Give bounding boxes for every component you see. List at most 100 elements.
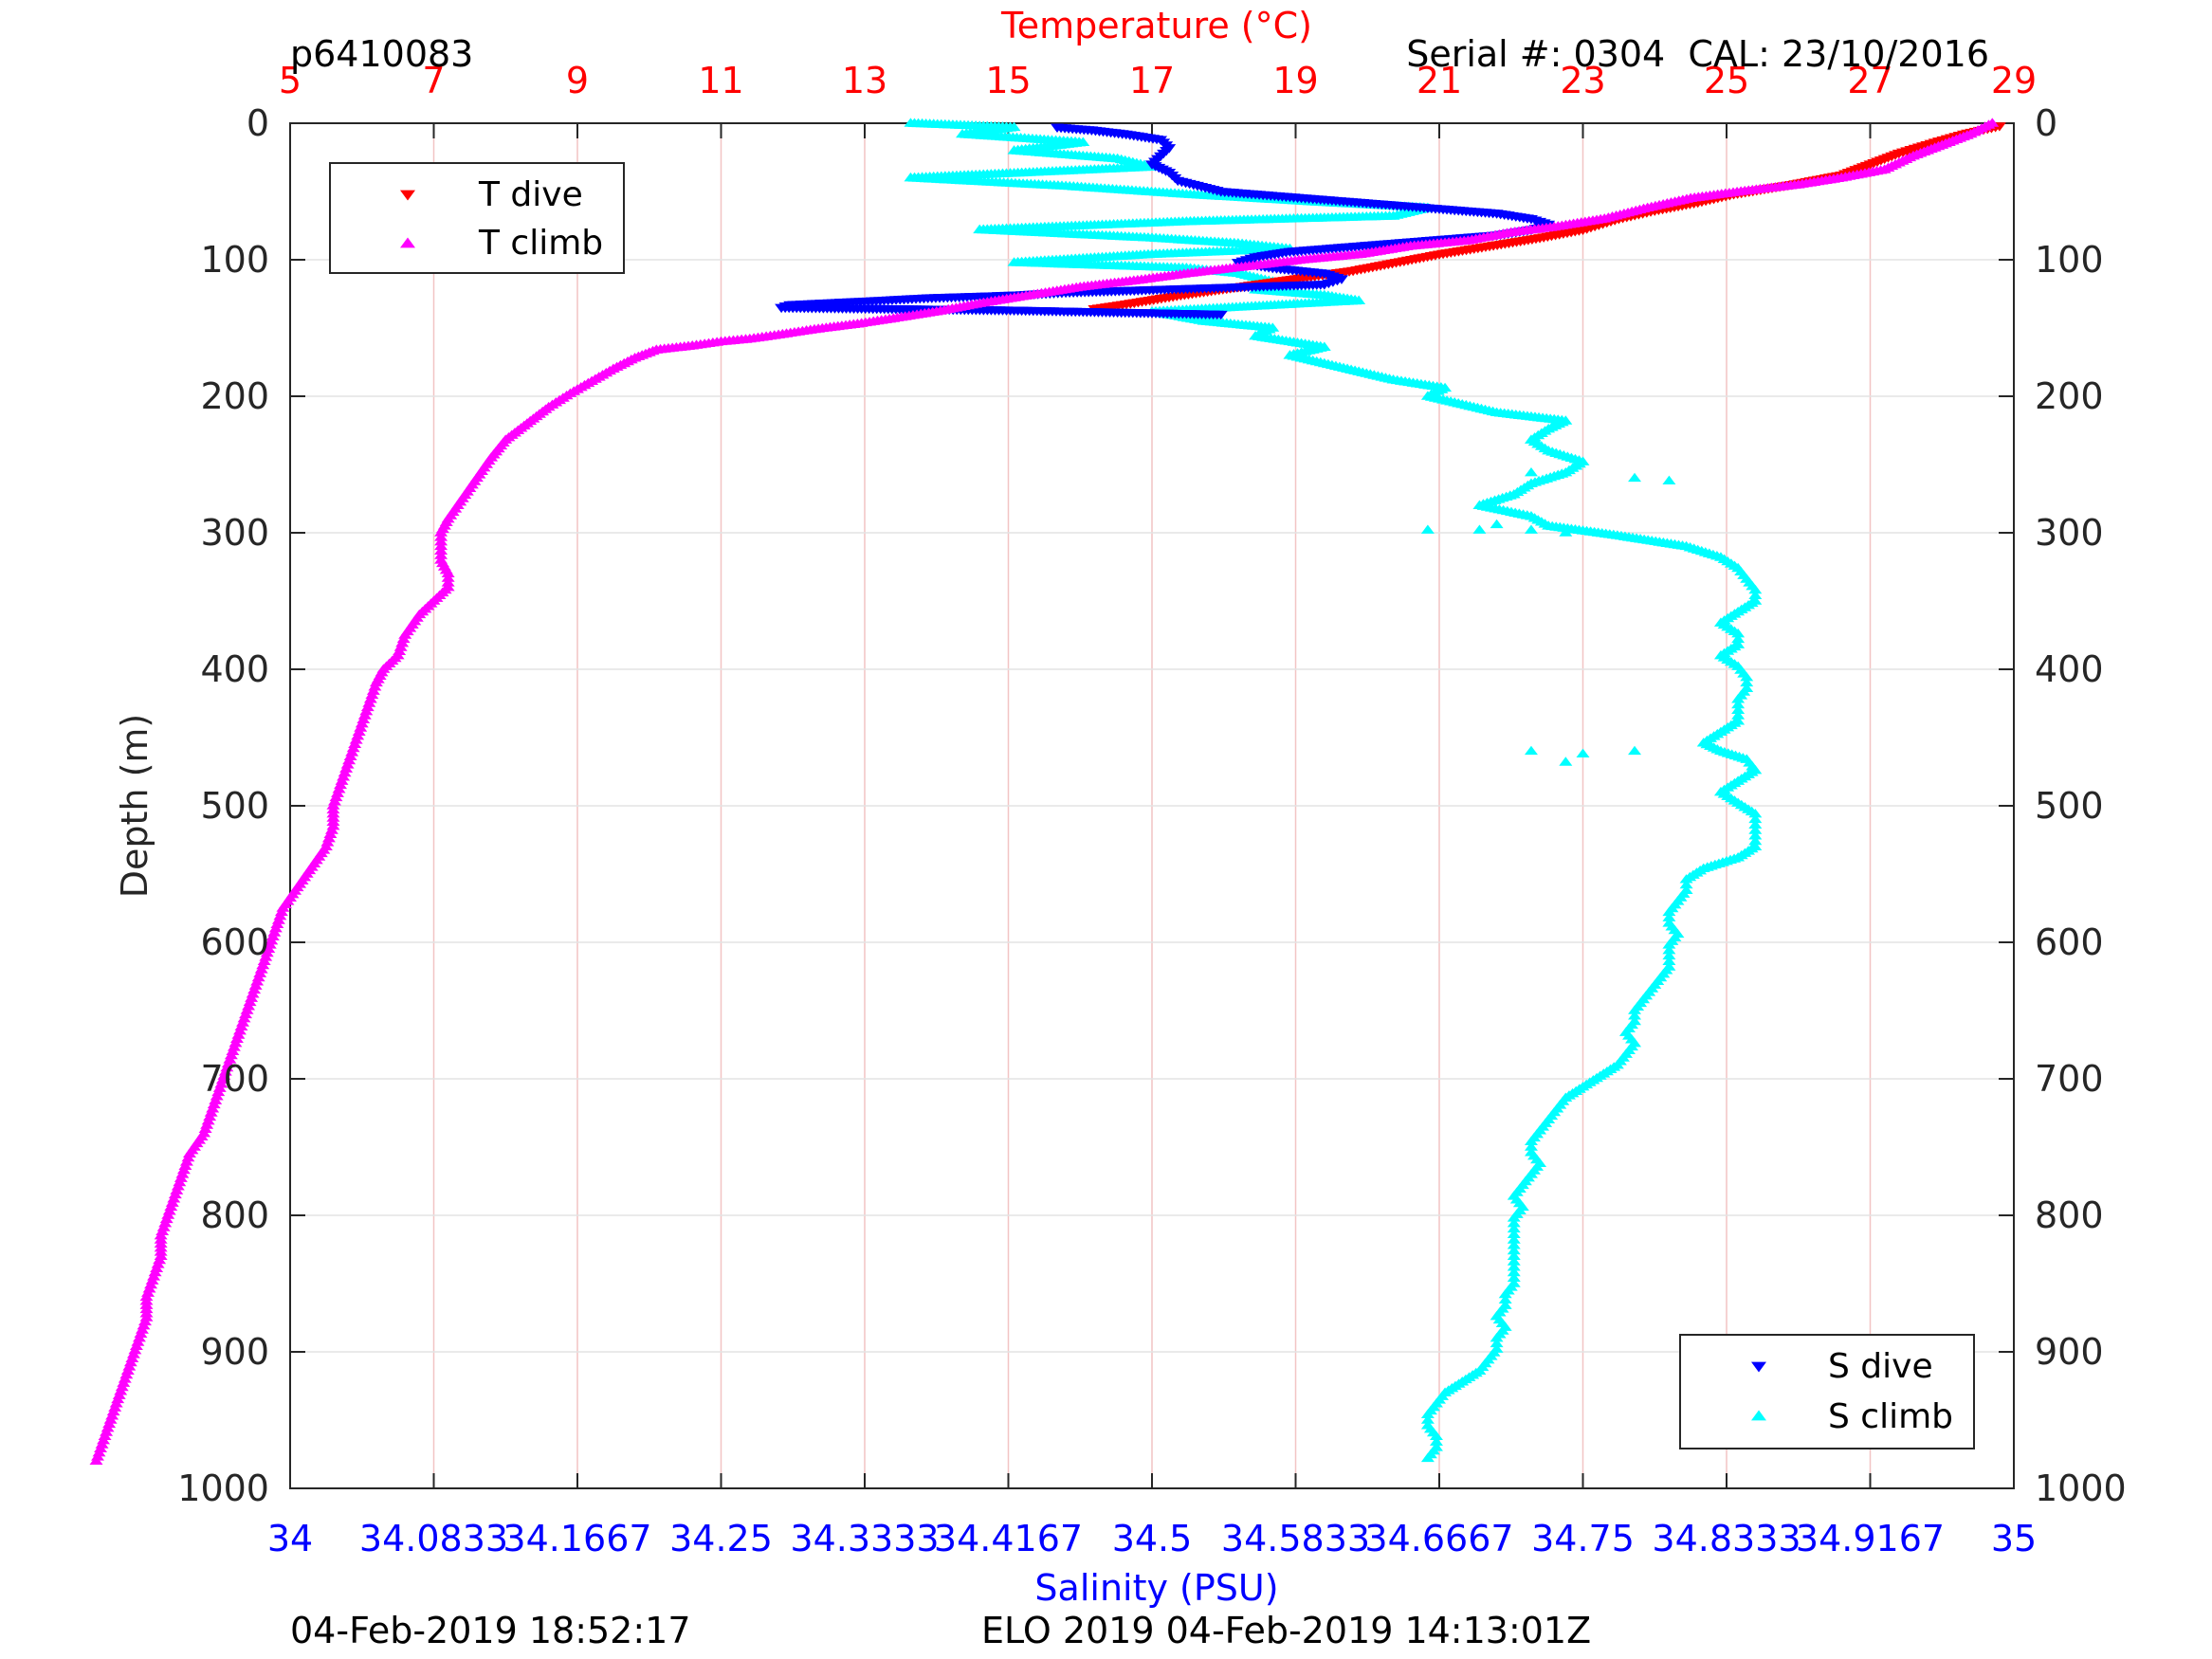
temperature-tick-label: 19 (1272, 60, 1318, 101)
t-climb-point (434, 540, 448, 551)
salinity-tick-label: 35 (1991, 1518, 2037, 1559)
s-climb-point (1748, 584, 1763, 594)
s-climb-point (1748, 835, 1763, 846)
legend-t-dive-label: T dive (478, 175, 583, 214)
s-climb-point (1679, 874, 1693, 884)
temperature-tick-label: 11 (698, 60, 743, 101)
s-climb-point (1507, 1240, 1521, 1249)
s-climb-point (1662, 912, 1676, 921)
s-climb-point (1420, 524, 1435, 534)
s-climb-point (1662, 944, 1676, 955)
s-climb-point (1662, 475, 1676, 485)
s-climb-point (1507, 1212, 1521, 1222)
s-climb-point (1748, 808, 1763, 818)
s-climb-point (1748, 813, 1763, 824)
y-tick-label-right: 400 (2035, 648, 2104, 690)
t-climb-point (434, 550, 448, 559)
s-climb-point (1731, 694, 1746, 703)
salinity-tick-label: 34.1667 (503, 1518, 651, 1559)
s-climb-point (1507, 1234, 1521, 1244)
s-climb-point (1679, 879, 1693, 889)
s-climb-point (1420, 1452, 1435, 1463)
y-tick-label: 500 (200, 785, 269, 827)
y-tick-label-right: 300 (2035, 512, 2104, 554)
y-tick-label: 700 (200, 1058, 269, 1100)
s-climb-point (1507, 1229, 1521, 1238)
salinity-tick-label: 34.6667 (1364, 1518, 1513, 1559)
s-climb-point (1628, 1011, 1642, 1020)
salinity-tick-label: 34.75 (1531, 1518, 1635, 1559)
salinity-tick-label: 34 (267, 1518, 313, 1559)
footer-timestamp: 04-Feb-2019 18:52:17 (290, 1610, 691, 1651)
profile-id: p6410083 (290, 33, 473, 75)
temperature-tick-label: 23 (1560, 60, 1605, 101)
s-climb-point (1731, 633, 1746, 644)
s-climb-point (1748, 590, 1763, 600)
y-tick-label: 100 (200, 239, 269, 281)
y-tick-labels-right: 0 100 200 300 400 500 600 700 800 900 1000 (2035, 102, 2127, 1509)
temperature-tick-label: 17 (1129, 60, 1175, 101)
s-climb-point (1524, 1141, 1538, 1151)
y-tick-label-right: 500 (2035, 785, 2104, 827)
y-tick-label-right: 100 (2035, 239, 2104, 281)
y-tick-label: 800 (200, 1194, 269, 1236)
temperature-tick-labels: 5 7 9 11 13 15 17 19 21 23 25 27 29 (279, 60, 2037, 101)
y-tick-label: 400 (200, 648, 269, 690)
salinity-tick-label: 34.4167 (934, 1518, 1083, 1559)
s-climb-point (1507, 1250, 1521, 1260)
s-climb-point (1628, 1005, 1642, 1014)
s-climb-point (1507, 1267, 1521, 1277)
s-climb-point (1628, 472, 1642, 483)
s-climb-point (1429, 1431, 1443, 1441)
salinity-tick-label: 34.9167 (1796, 1518, 1945, 1559)
s-climb-point (1740, 677, 1754, 687)
legend-s-climb-marker (1751, 1410, 1766, 1421)
s-climb-point (1731, 710, 1746, 720)
y-tick-label: 300 (200, 512, 269, 554)
s-climb-point (1507, 1245, 1521, 1255)
y-tick-label: 200 (200, 375, 269, 417)
salinity-tick-label: 34.0833 (359, 1518, 508, 1559)
s-climb-point (1524, 745, 1538, 756)
s-climb-point (1559, 757, 1573, 766)
y-tick-label-right: 1000 (2035, 1468, 2127, 1509)
temperature-tick-label: 29 (1991, 60, 2037, 101)
data-series (89, 118, 2006, 1465)
temperature-tick-label: 25 (1704, 60, 1749, 101)
s-climb-point (1576, 748, 1590, 758)
s-climb-point (1662, 939, 1676, 949)
salinity-tick-label: 34.5 (1112, 1518, 1193, 1559)
y-tick-labels-left: 0 100 200 300 400 500 600 700 800 900 1000 (177, 102, 269, 1509)
s-climb-point (1420, 1414, 1435, 1424)
legend-salinity: S dive S climb (1679, 1334, 1975, 1449)
s-climb-point (1628, 745, 1642, 756)
y-tick-label-right: 700 (2035, 1058, 2104, 1100)
t-climb-point (434, 536, 448, 546)
salinity-tick-label: 34.8333 (1652, 1518, 1801, 1559)
t-climb-point (441, 577, 455, 587)
t-climb-point (441, 573, 455, 582)
s-climb-point (1748, 825, 1763, 834)
s-climb-point (1507, 1217, 1521, 1228)
temperature-tick-label: 21 (1417, 60, 1462, 101)
y-tick-label: 600 (200, 921, 269, 963)
y-tick-label-right: 900 (2035, 1331, 2104, 1373)
s-climb-point (1662, 906, 1676, 917)
temperature-tick-label: 5 (279, 60, 302, 101)
y-tick-label-right: 200 (2035, 375, 2104, 417)
s-climb-point (1507, 1256, 1521, 1266)
s-climb-point (1748, 830, 1763, 840)
series-t-climb (89, 118, 2000, 1465)
legend-temperature: T dive T climb (329, 162, 625, 274)
s-climb-point (1490, 519, 1504, 529)
y-tick-label: 900 (200, 1331, 269, 1373)
s-climb-point (1498, 1288, 1512, 1299)
s-climb-point (1472, 524, 1487, 534)
legend-t-climb-marker (400, 237, 415, 248)
s-climb-point (1524, 466, 1538, 477)
footer-mission: ELO 2019 04-Feb-2019 14:13:01Z (981, 1610, 1591, 1651)
t-climb-point (434, 545, 448, 555)
y-tick-label: 0 (247, 102, 269, 144)
